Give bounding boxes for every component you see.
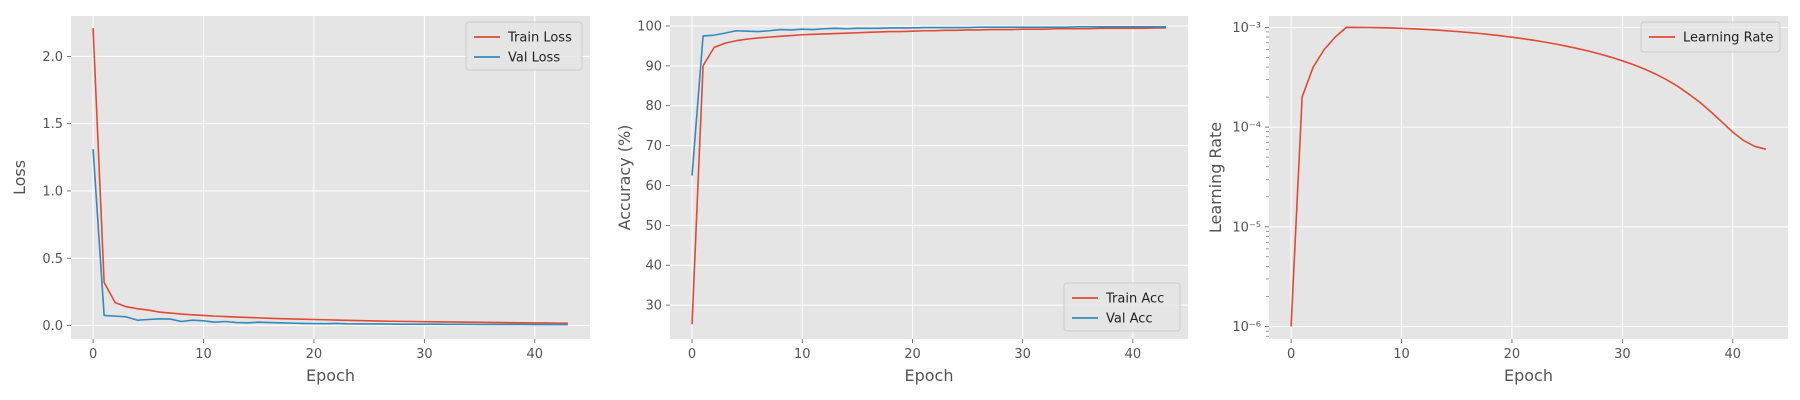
plot-background — [1269, 16, 1788, 339]
learning-rate-panel: 0 10 20 30 40 10⁻⁶ 10⁻⁵ 10⁻⁴ 10⁻³ Epoch Learning R… — [1206, 16, 1788, 385]
series-line-train-loss — [92, 28, 568, 324]
legend-box — [1063, 282, 1181, 332]
y-axis-title: Learning Rate — [1206, 122, 1225, 233]
y-tick-label: 2.0 — [42, 50, 63, 65]
legend-label: Val Loss — [508, 51, 560, 66]
legend-label: Train Acc — [1105, 292, 1164, 307]
legend: Train Loss Val Loss — [465, 21, 583, 71]
x-tick-label: 0 — [89, 347, 97, 362]
y-tick-label: 40 — [645, 259, 662, 274]
legend-label: Val Acc — [1106, 312, 1153, 327]
legend: Train Acc Val Acc — [1063, 282, 1181, 332]
x-tick-label: 40 — [527, 347, 544, 362]
y-tick-label: 60 — [645, 179, 662, 194]
x-tick-label: 10 — [195, 347, 212, 362]
x-axis-title: Epoch — [905, 366, 954, 385]
x-tick-label: 10 — [1393, 347, 1410, 362]
y-tick-label: 50 — [645, 219, 662, 234]
x-tick-label: 20 — [904, 347, 921, 362]
x-axis-title: Epoch — [306, 366, 355, 385]
legend-label: Learning Rate — [1683, 31, 1773, 46]
legend-box — [1640, 21, 1781, 53]
x-tick-label: 20 — [1504, 347, 1521, 362]
y-tick-label: 0.5 — [42, 252, 63, 267]
series-line-learning-rate — [1290, 26, 1767, 327]
y-tick-label: 30 — [645, 299, 662, 314]
accuracy-panel: 0 10 20 30 40 30 40 50 60 70 80 90 100 Epoch Accuracy … — [615, 16, 1188, 385]
y-axis-title: Accuracy (%) — [615, 125, 634, 231]
x-tick-label: 10 — [794, 347, 811, 362]
y-tick-label: 90 — [645, 59, 662, 74]
series-line-val-loss — [92, 149, 568, 326]
y-tick-label: 1.0 — [42, 184, 63, 199]
y-tick-label: 100 — [637, 19, 662, 34]
series-line-val-acc — [691, 25, 1166, 176]
loss-panel: 0 10 20 30 40 0.0 0.5 1.0 1.5 2.0 Epoch Loss Train L… — [10, 16, 590, 385]
y-tick-label: 10⁻⁶ — [1232, 320, 1261, 335]
y-tick-label: 10⁻⁵ — [1232, 220, 1261, 235]
x-tick-label: 30 — [416, 347, 433, 362]
y-tick-label: 70 — [645, 139, 662, 154]
y-tick-label: 10⁻⁴ — [1232, 121, 1261, 136]
x-tick-label: 30 — [1614, 347, 1631, 362]
x-tick-label: 30 — [1014, 347, 1031, 362]
x-tick-label: 0 — [688, 347, 696, 362]
y-tick-label: 1.5 — [42, 117, 63, 132]
x-axis-title: Epoch — [1504, 366, 1553, 385]
x-tick-label: 40 — [1125, 347, 1142, 362]
y-axis-title: Loss — [10, 160, 29, 195]
x-tick-label: 20 — [306, 347, 323, 362]
legend: Learning Rate — [1640, 21, 1781, 53]
y-tick-label: 0.0 — [42, 319, 63, 334]
x-tick-label: 0 — [1287, 347, 1295, 362]
legend-box — [465, 21, 583, 71]
y-tick-label: 80 — [645, 99, 662, 114]
x-tick-label: 40 — [1725, 347, 1742, 362]
legend-label: Train Loss — [507, 31, 572, 46]
y-tick-label: 10⁻³ — [1232, 21, 1261, 36]
series-line-train-acc — [691, 27, 1166, 325]
